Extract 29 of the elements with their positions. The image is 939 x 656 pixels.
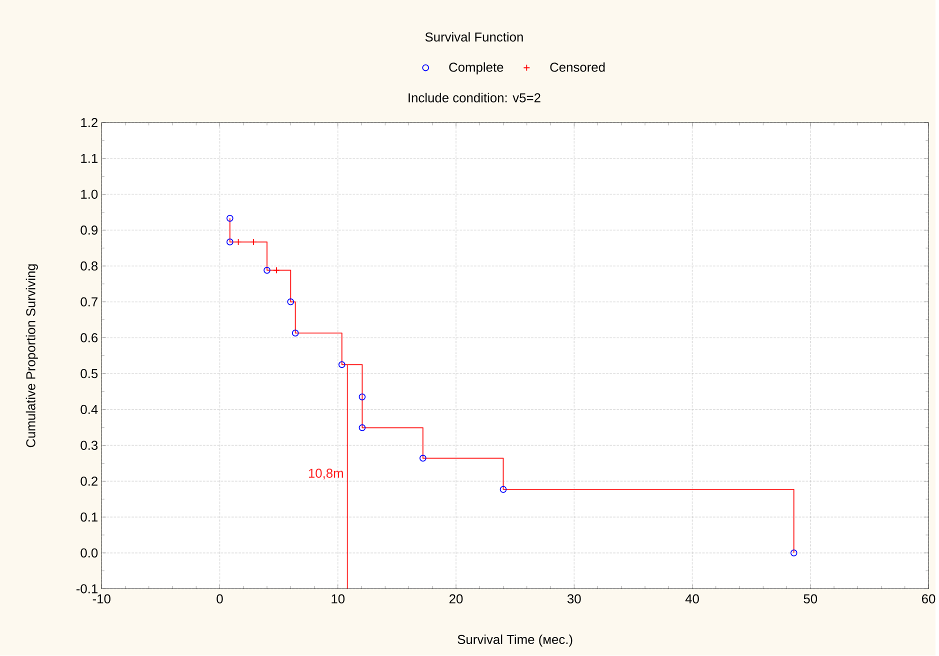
- y-tick-label: 1.1: [81, 154, 98, 164]
- x-tick-label: 60: [922, 594, 936, 604]
- chart-subtitle: Include condition: v5=2: [408, 93, 540, 103]
- y-tick-label: 1.0: [81, 190, 98, 200]
- x-tick-label: 0: [216, 594, 223, 604]
- x-axis-title: Survival Time (мес.): [458, 634, 572, 647]
- y-tick-label: 0.0: [80, 548, 98, 558]
- y-tick-label: 0.9: [80, 226, 98, 235]
- y-tick-label: 0.1: [80, 512, 98, 522]
- y-tick-label: 0.2: [80, 476, 98, 486]
- ref-line-label: 10,8m: [308, 468, 343, 480]
- chart-title: Survival Function: [425, 32, 523, 42]
- y-axis-title: Cumulative Proportion Surviving: [26, 264, 38, 448]
- x-tick-label: 50: [804, 594, 818, 604]
- y-tick-label: 0.7: [80, 298, 98, 307]
- legend-label: Complete: [449, 62, 504, 75]
- y-tick-label: 0.5: [80, 369, 98, 378]
- x-tick-label: 30: [567, 594, 581, 604]
- y-tick-label: 1.2: [81, 118, 98, 128]
- x-tick-label: 10: [332, 594, 345, 604]
- legend-label: Censored: [550, 62, 605, 72]
- x-tick-label: 40: [685, 594, 699, 604]
- x-tick-label: -10: [92, 594, 110, 604]
- y-tick-label: 0.4: [80, 405, 98, 414]
- y-tick-label: 0.3: [80, 440, 98, 450]
- y-tick-label: 0.8: [80, 262, 98, 271]
- y-tick-label: -0.1: [76, 584, 98, 594]
- x-tick-label: 20: [449, 594, 463, 604]
- y-tick-label: 0.6: [80, 333, 98, 343]
